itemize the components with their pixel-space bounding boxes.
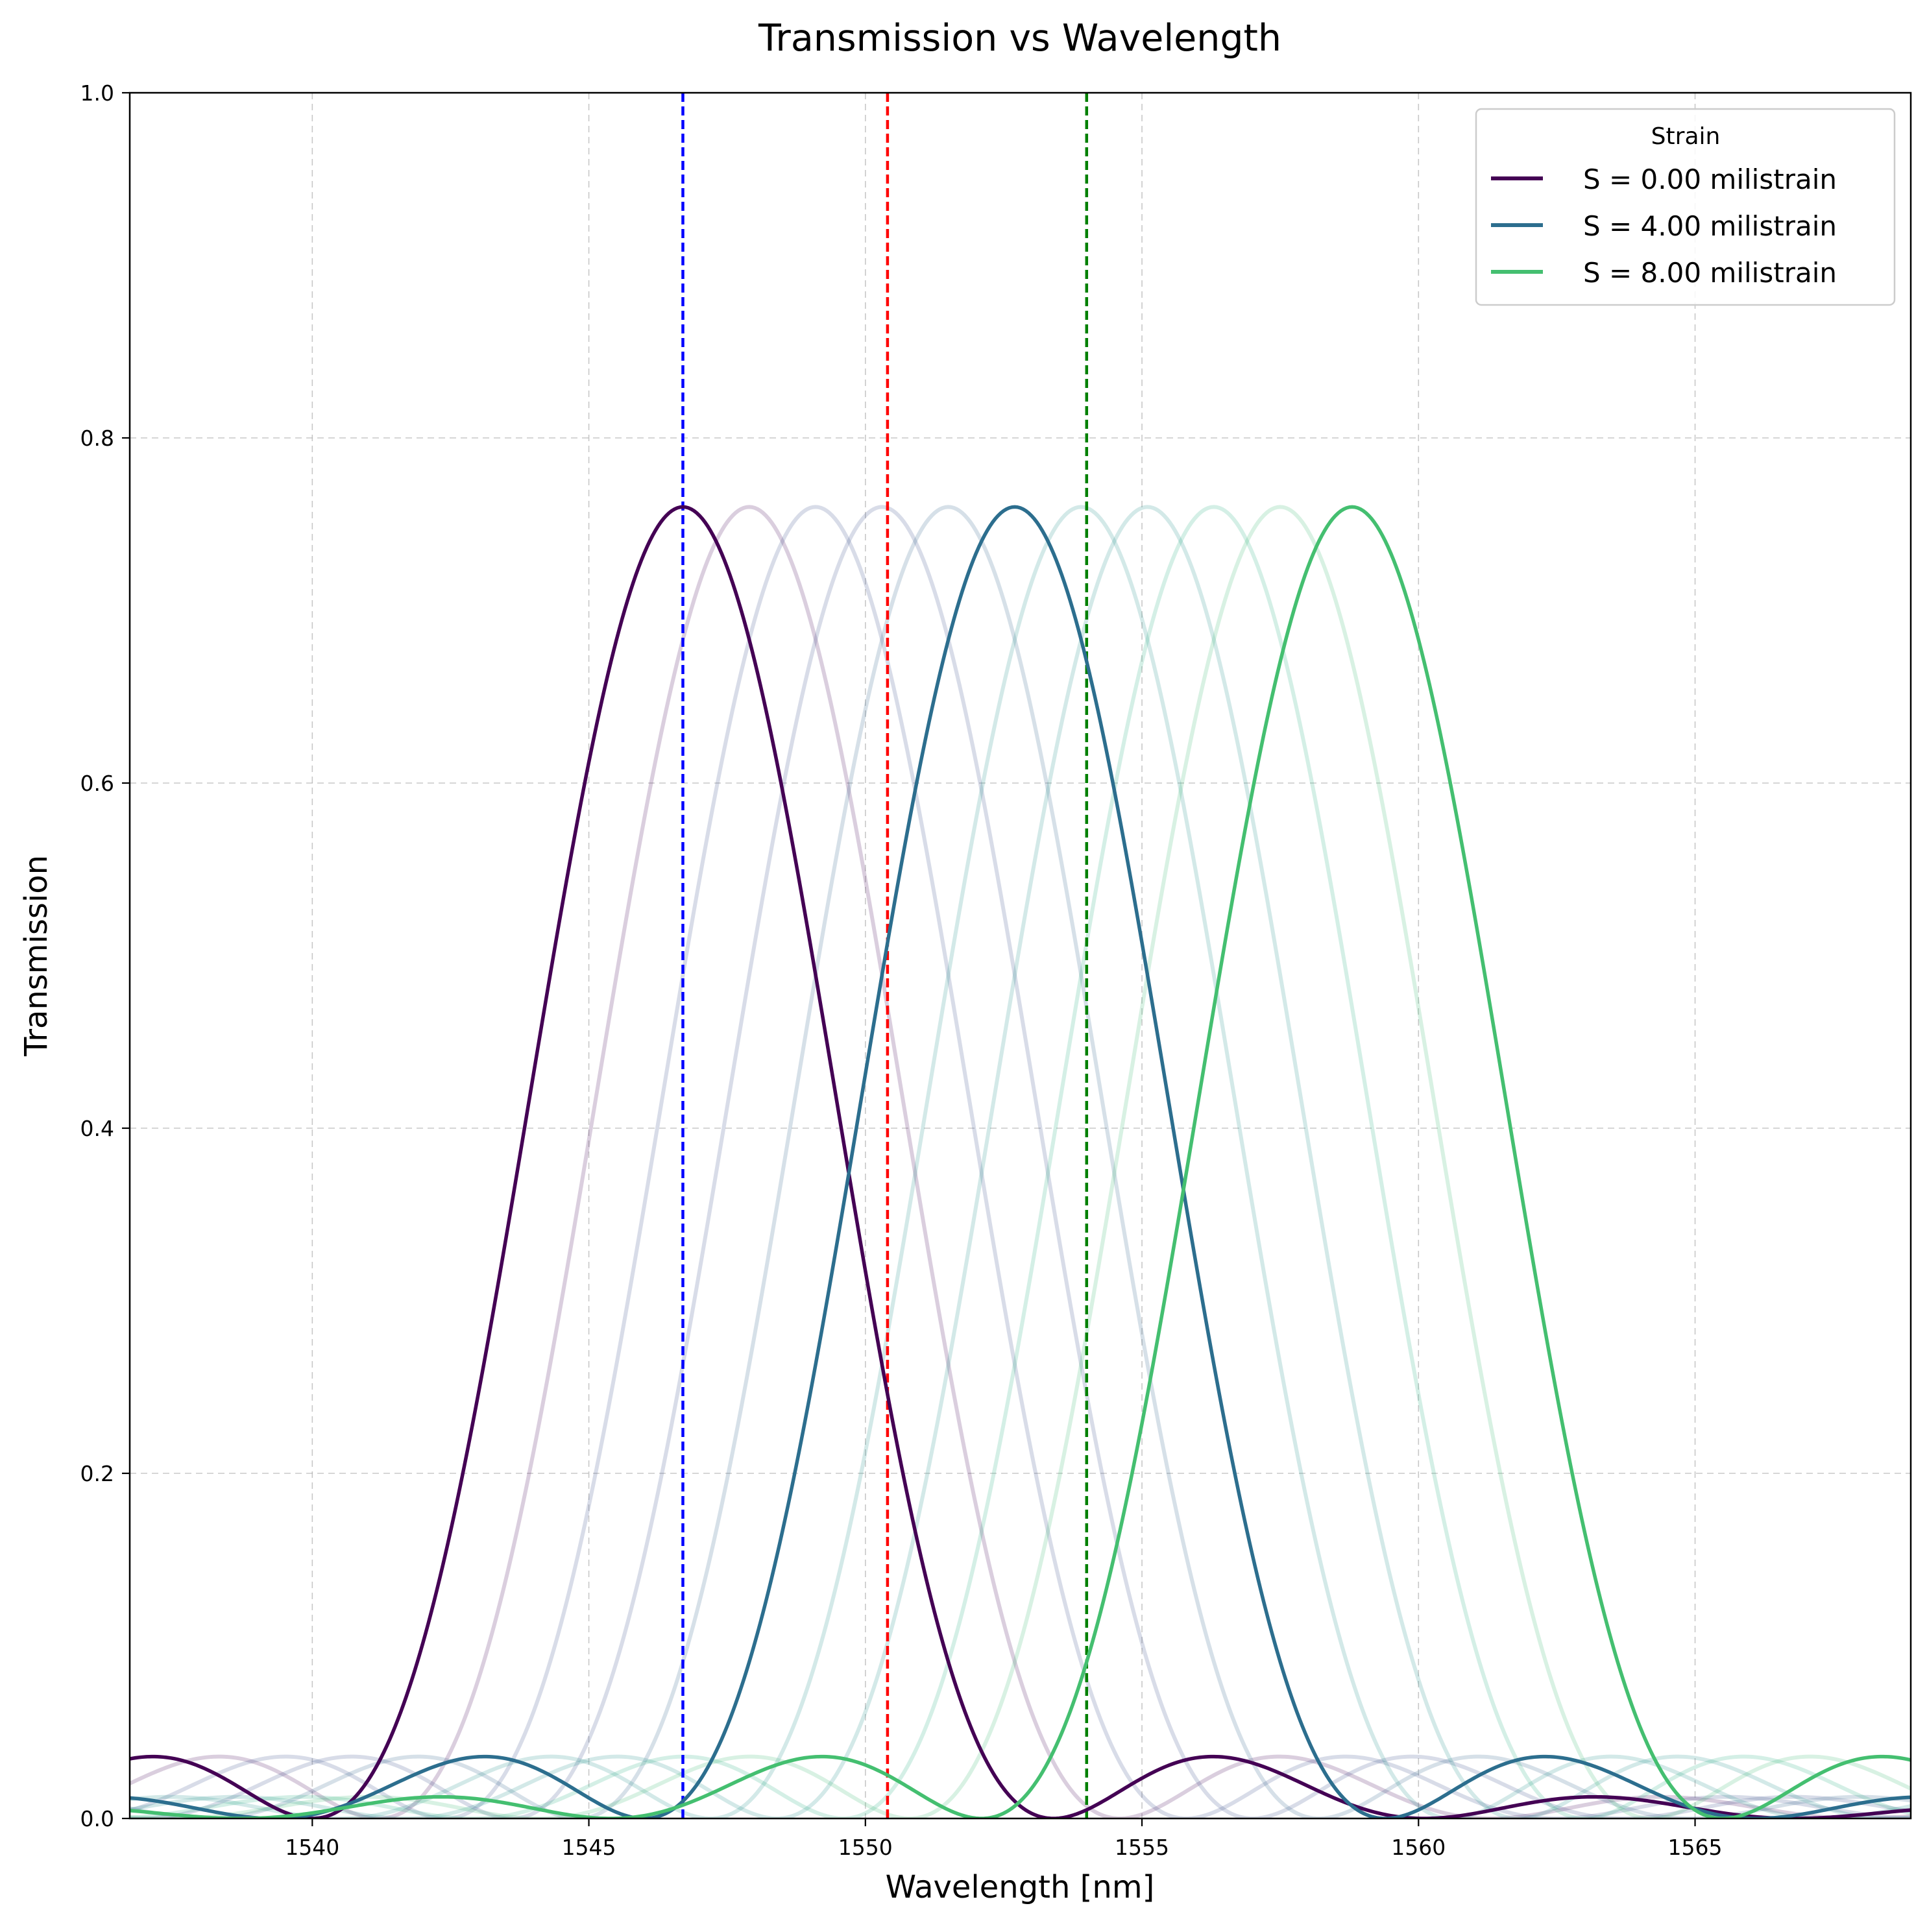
y-tick-label: 0.8 — [80, 426, 114, 451]
x-tick-label: 1545 — [562, 1835, 616, 1860]
series-line-faint — [130, 505, 1911, 1818]
series-line-faint — [130, 505, 1911, 1818]
x-tick-label: 1540 — [285, 1835, 339, 1860]
series-line-faint — [130, 505, 1911, 1818]
series-line-faint — [130, 505, 1911, 1818]
x-tick-label: 1560 — [1391, 1835, 1446, 1860]
x-axis-ticks: 1540 1545 1550 1555 1560 1565 — [285, 1818, 1723, 1860]
highlighted-series-layer — [130, 505, 1911, 1818]
y-tick-label: 0.4 — [80, 1116, 114, 1141]
series-line-faint — [130, 505, 1911, 1818]
y-tick-label: 0.0 — [80, 1806, 114, 1831]
y-axis-ticks: 0.0 0.2 0.4 0.6 0.8 1.0 — [80, 80, 130, 1831]
series-line — [130, 505, 1911, 1818]
y-tick-label: 1.0 — [80, 80, 114, 106]
reference-lines — [681, 93, 1089, 1818]
legend-label: S = 8.00 milistrain — [1583, 257, 1837, 289]
legend-label: S = 4.00 milistrain — [1583, 210, 1837, 242]
grid — [130, 93, 1911, 1818]
x-tick-label: 1550 — [838, 1835, 893, 1860]
series-line-faint — [130, 505, 1911, 1818]
x-tick-label: 1565 — [1668, 1835, 1723, 1860]
y-tick-label: 0.6 — [80, 771, 114, 796]
legend: Strain S = 0.00 milistrain S = 4.00 milis… — [1475, 108, 1896, 306]
legend-label: S = 0.00 milistrain — [1583, 163, 1837, 195]
legend-entries: S = 0.00 milistrain S = 4.00 milistrain S … — [1491, 163, 1837, 289]
series-line — [130, 505, 1911, 1818]
series-line — [130, 505, 1911, 1818]
legend-title: Strain — [1651, 123, 1721, 150]
chart-title: Transmission vs Wavelength — [758, 17, 1281, 60]
plot-frame — [128, 91, 1912, 1820]
x-axis-label: Wavelength [nm] — [886, 1869, 1155, 1905]
legend-frame — [1475, 108, 1896, 306]
y-axis-label: Transmission — [18, 855, 55, 1057]
y-tick-label: 0.2 — [80, 1461, 114, 1486]
x-tick-label: 1555 — [1115, 1835, 1169, 1860]
